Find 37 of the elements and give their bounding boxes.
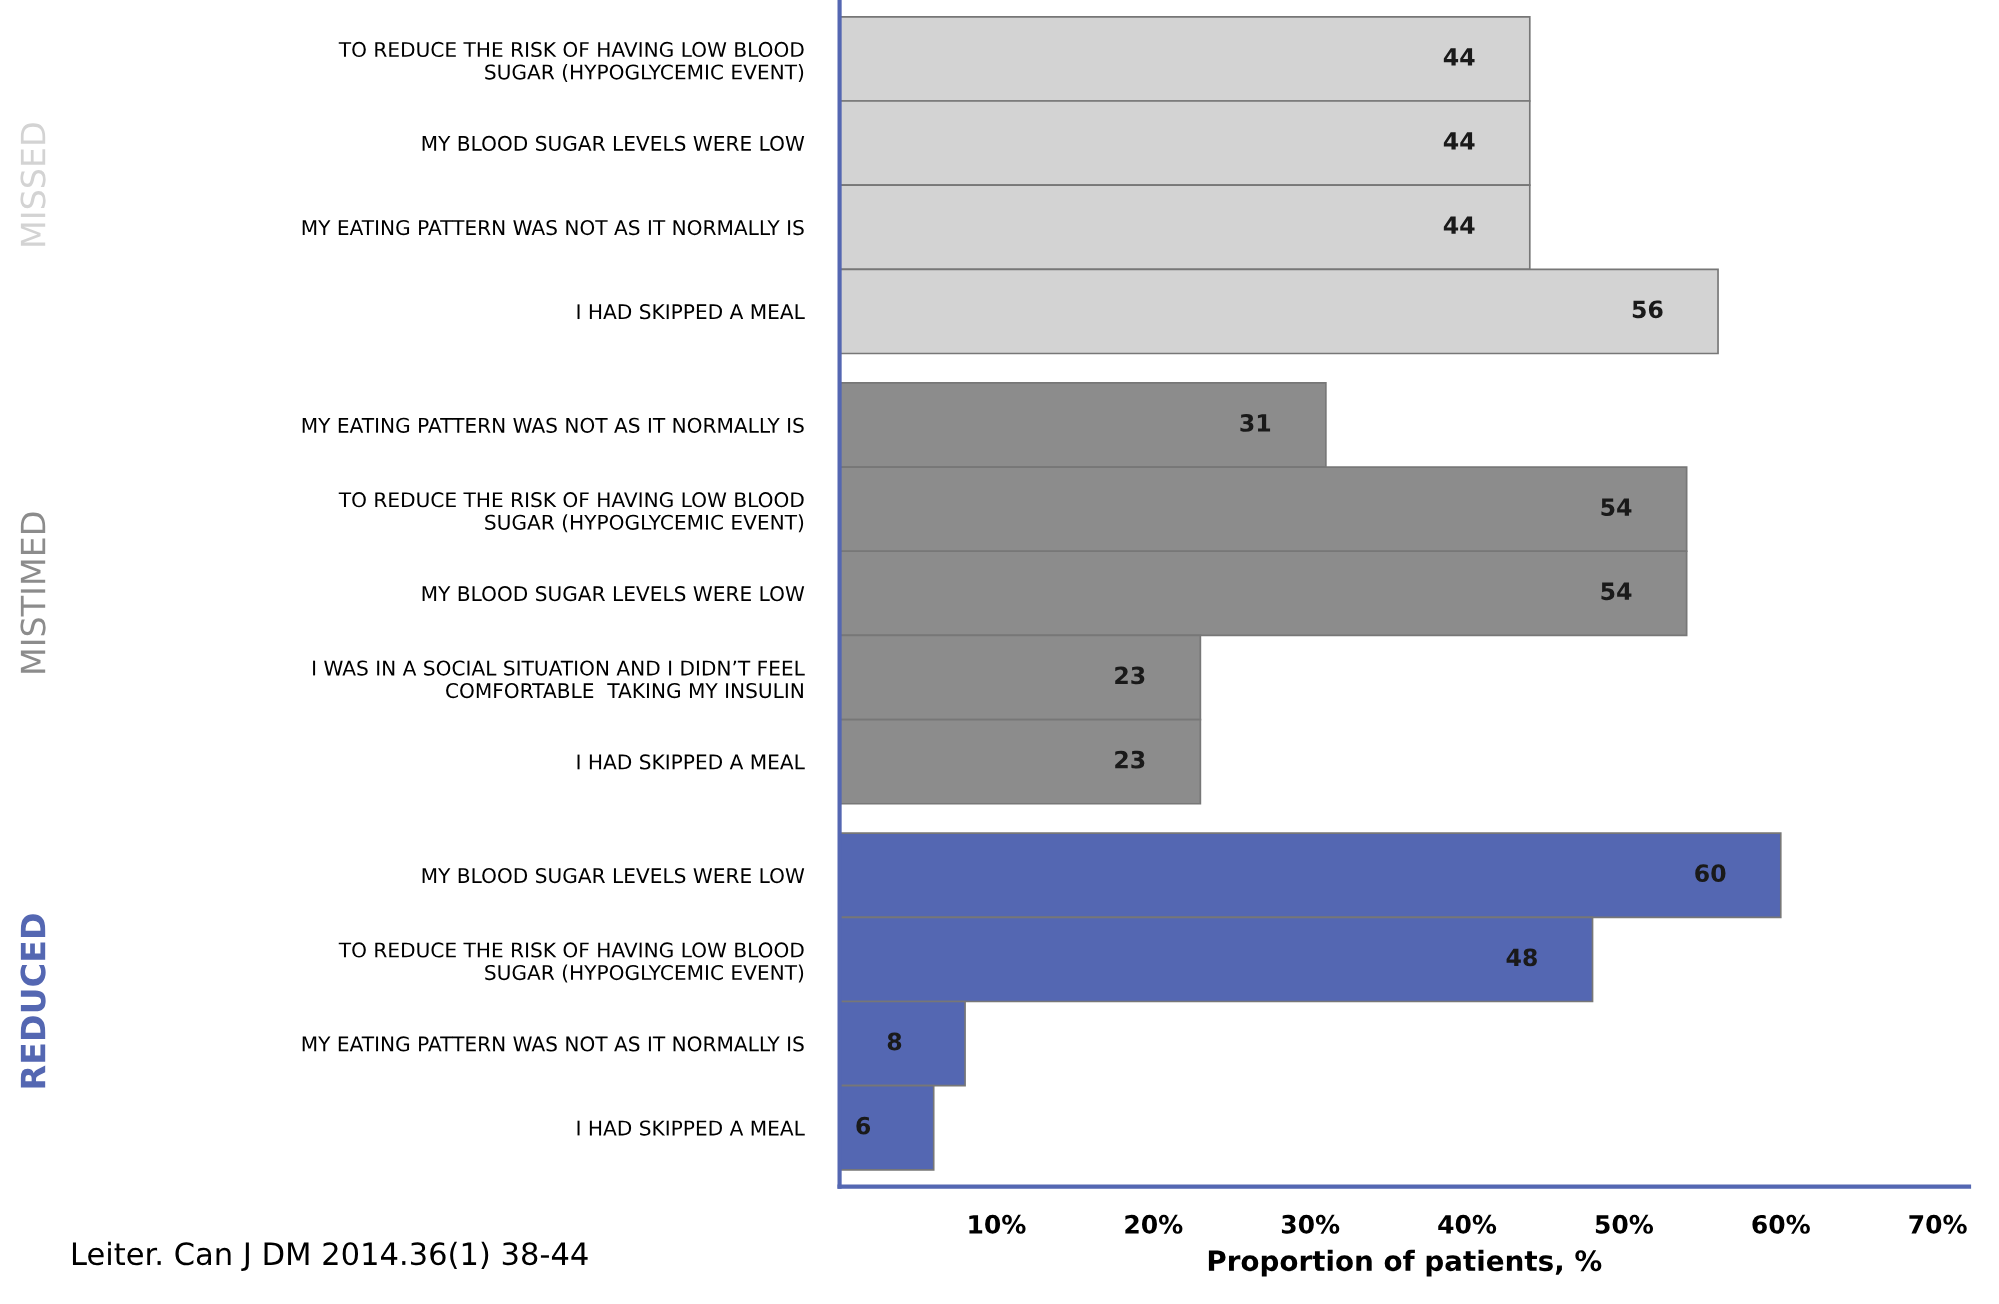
y-tick-label: TO REDUCE THE RISK OF HAVING LOW BLOOD SUGAR (HYPOGLYCEMIC EVENT) xyxy=(338,942,804,983)
data-label: 23 xyxy=(1115,666,1145,685)
x-tick-label: 20% xyxy=(1125,1214,1183,1234)
data-label: 44 xyxy=(1443,132,1475,150)
text: MISTIMED xyxy=(20,512,46,673)
data-label: 54 xyxy=(1601,498,1632,517)
data-label: 31 xyxy=(1240,413,1271,432)
data-label: 6 xyxy=(856,1116,871,1135)
text: REDUCED xyxy=(20,914,46,1088)
data-label: 44 xyxy=(1443,216,1475,234)
data-label: 23 xyxy=(1115,750,1145,769)
y-tick-label: MY BLOOD SUGAR LEVELS WERE LOW xyxy=(422,867,805,884)
x-tick-label: 10% xyxy=(969,1214,1026,1234)
data-label: 54 xyxy=(1601,582,1632,601)
data-label: 60 xyxy=(1695,864,1726,883)
y-tick-label: MY BLOOD SUGAR LEVELS WERE LOW xyxy=(422,135,805,152)
text: Leiter. Can J DM 2014.36(1) 38-44 xyxy=(72,1241,588,1271)
x-tick-label: 30% xyxy=(1281,1214,1340,1234)
y-tick-label: I HAD SKIPPED A MEAL xyxy=(577,304,805,320)
x-tick-label: 70% xyxy=(1909,1214,1967,1234)
y-tick-label: TO REDUCE THE RISK OF HAVING LOW BLOOD SUGAR (HYPOGLYCEMIC EVENT) xyxy=(338,492,804,533)
data-label: 8 xyxy=(887,1032,902,1051)
y-tick-label: I WAS IN A SOCIAL SITUATION AND I DIDN’T FEEL COMFORTABLE TAKING MY INSULIN xyxy=(313,660,805,699)
data-label: 56 xyxy=(1632,300,1663,319)
x-axis-title: Proportion of patients, % xyxy=(1208,1249,1602,1277)
x-tick-label: 60% xyxy=(1752,1214,1810,1234)
y-tick-label: I HAD SKIPPED A MEAL xyxy=(577,1120,805,1136)
y-tick-label: MY EATING PATTERN WAS NOT AS IT NORMALLY IS xyxy=(302,1036,804,1052)
x-tick-label: 50% xyxy=(1595,1214,1654,1234)
data-label: 44 xyxy=(1443,48,1475,66)
y-tick-label: TO REDUCE THE RISK OF HAVING LOW BLOOD SUGAR (HYPOGLYCEMIC EVENT) xyxy=(338,41,804,83)
y-tick-label: MY EATING PATTERN WAS NOT AS IT NORMALLY IS xyxy=(302,219,804,236)
x-tick-label: 40% xyxy=(1438,1214,1497,1234)
y-tick-label: MY EATING PATTERN WAS NOT AS IT NORMALLY IS xyxy=(302,417,804,433)
data-label: 48 xyxy=(1506,948,1537,967)
y-tick-label: MY BLOOD SUGAR LEVELS WERE LOW xyxy=(422,586,805,602)
y-tick-label: I HAD SKIPPED A MEAL xyxy=(577,754,805,770)
